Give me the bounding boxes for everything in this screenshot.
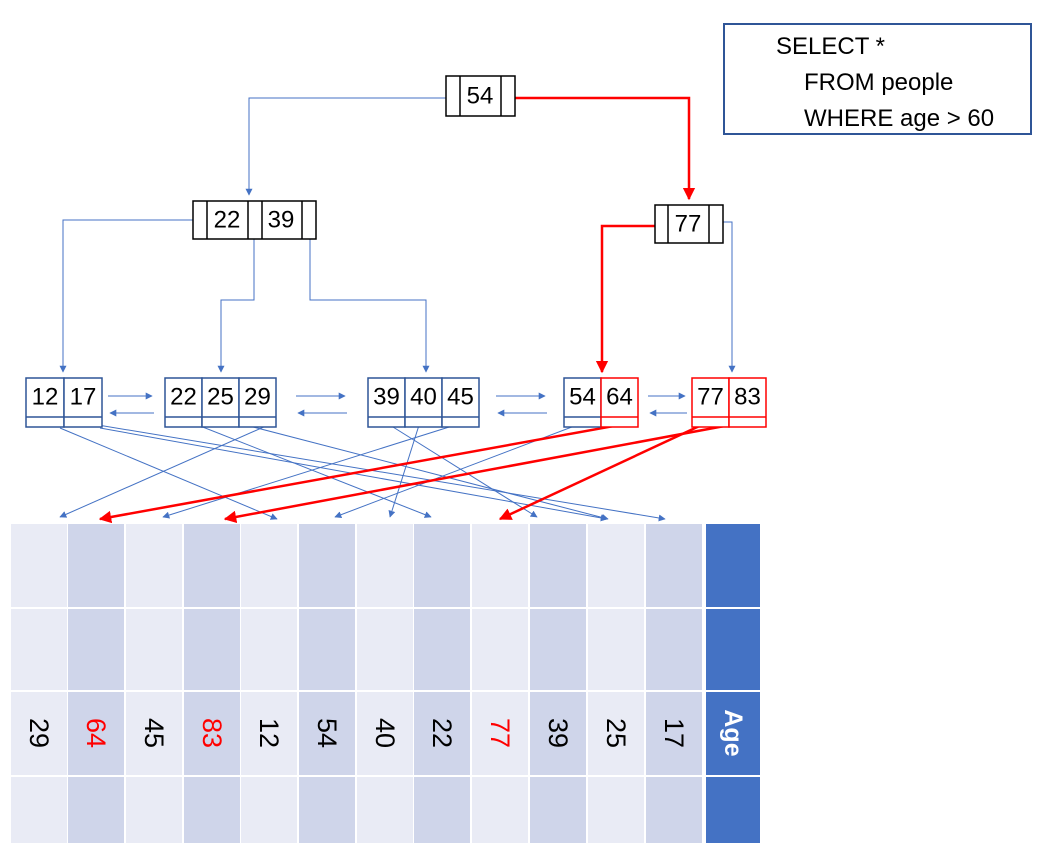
internal-node-left: 22 39 — [192, 200, 317, 240]
query-line-where: WHERE age > 60 — [804, 105, 995, 132]
leaf-node: 77 83 — [691, 377, 767, 428]
table-column — [530, 524, 586, 843]
leaf-cell — [238, 377, 277, 428]
matched-age-value: 83 — [197, 718, 227, 748]
matched-age-value: 64 — [81, 718, 111, 748]
matched-leaf-key: 83 — [734, 384, 761, 411]
pointer-to-leaf-3 — [309, 220, 430, 373]
row-pointer — [59, 427, 278, 520]
leaf-key: 12 — [32, 384, 59, 411]
table-column — [472, 524, 528, 843]
leaf-key: 25 — [207, 384, 234, 411]
leaf-key: 40 — [410, 384, 437, 411]
table-column — [68, 524, 124, 843]
row-pointer — [162, 421, 466, 519]
age-value: 45 — [139, 718, 169, 748]
leaf-cell — [441, 377, 480, 428]
matched-leaf-key: 77 — [697, 384, 724, 411]
table-header-column — [706, 524, 760, 843]
age-column-header: Age — [719, 709, 747, 756]
node-frame — [192, 200, 317, 240]
age-value: 29 — [24, 718, 54, 748]
node-key: 39 — [268, 207, 295, 234]
matched-age-value: 77 — [485, 718, 515, 748]
leaf-cell — [63, 377, 103, 428]
table-column — [646, 524, 702, 843]
leaf-key: 39 — [373, 384, 400, 411]
node-frame — [654, 204, 724, 244]
age-value: 12 — [254, 718, 284, 748]
leaf-node: 12 17 — [25, 377, 103, 428]
node-key: 77 — [675, 211, 702, 238]
age-value: 25 — [601, 718, 631, 748]
leaf-cell — [691, 377, 730, 428]
row-pointer — [189, 421, 432, 518]
matched-row-pointer — [223, 420, 747, 524]
node-key: 22 — [214, 207, 241, 234]
leaf-key: 17 — [70, 384, 97, 411]
age-value: 54 — [312, 718, 342, 748]
leaf-cell — [201, 377, 240, 428]
table-column — [414, 524, 470, 843]
matched-row-pointer — [498, 420, 709, 521]
table-column — [357, 524, 413, 843]
root-node: 54 — [445, 75, 516, 117]
internal-node-right: 77 — [654, 204, 724, 244]
pointer-to-leaf-5 — [716, 221, 736, 373]
pointer-to-leaf-1 — [59, 219, 200, 373]
query-line-select: SELECT * — [776, 33, 885, 60]
row-pointer — [59, 421, 276, 518]
pointer-to-leaf-4 — [595, 224, 662, 374]
leaf-cell — [600, 377, 639, 428]
leaf-cell — [404, 377, 443, 428]
pointer-lines — [59, 96, 747, 524]
table-column — [126, 524, 182, 843]
btree-nodes: 54 22 39 77 12 17 22 25 29 39 40 45 54 64 77 83 — [25, 75, 767, 428]
node-key: 54 — [467, 83, 494, 110]
leaf-node: 39 40 45 — [367, 377, 480, 428]
leaf-key: 54 — [569, 384, 596, 411]
leaf-cell — [728, 377, 767, 428]
table-column — [299, 524, 355, 843]
age-value: 39 — [543, 718, 573, 748]
root-right-pointer — [510, 96, 696, 201]
table-column — [11, 524, 67, 843]
leaf-cell — [563, 377, 602, 428]
node-frame — [445, 75, 516, 117]
leaf-key: 29 — [244, 384, 271, 411]
table-column — [184, 524, 240, 843]
leaf-key: 22 — [170, 384, 197, 411]
row-pointer — [233, 421, 609, 521]
age-value: 40 — [370, 718, 400, 748]
matched-leaf-key: 64 — [606, 384, 633, 411]
pointer-to-leaf-2 — [217, 225, 255, 373]
age-table: 29 64 45 83 12 54 40 22 77 39 25 17 Age — [11, 524, 760, 843]
leaf-node: 22 25 29 — [164, 377, 277, 428]
sql-query-box: SELECT * FROM people WHERE age > 60 — [723, 23, 1032, 135]
matched-row-pointer — [98, 420, 637, 524]
query-line-from: FROM people — [804, 69, 954, 96]
table-column — [588, 524, 644, 843]
age-value: 22 — [427, 718, 457, 748]
root-left-pointer — [245, 97, 453, 196]
leaf-key: 45 — [447, 384, 474, 411]
age-value: 17 — [659, 718, 689, 748]
table-column — [241, 524, 297, 843]
leaf-node: 54 64 — [563, 377, 639, 428]
